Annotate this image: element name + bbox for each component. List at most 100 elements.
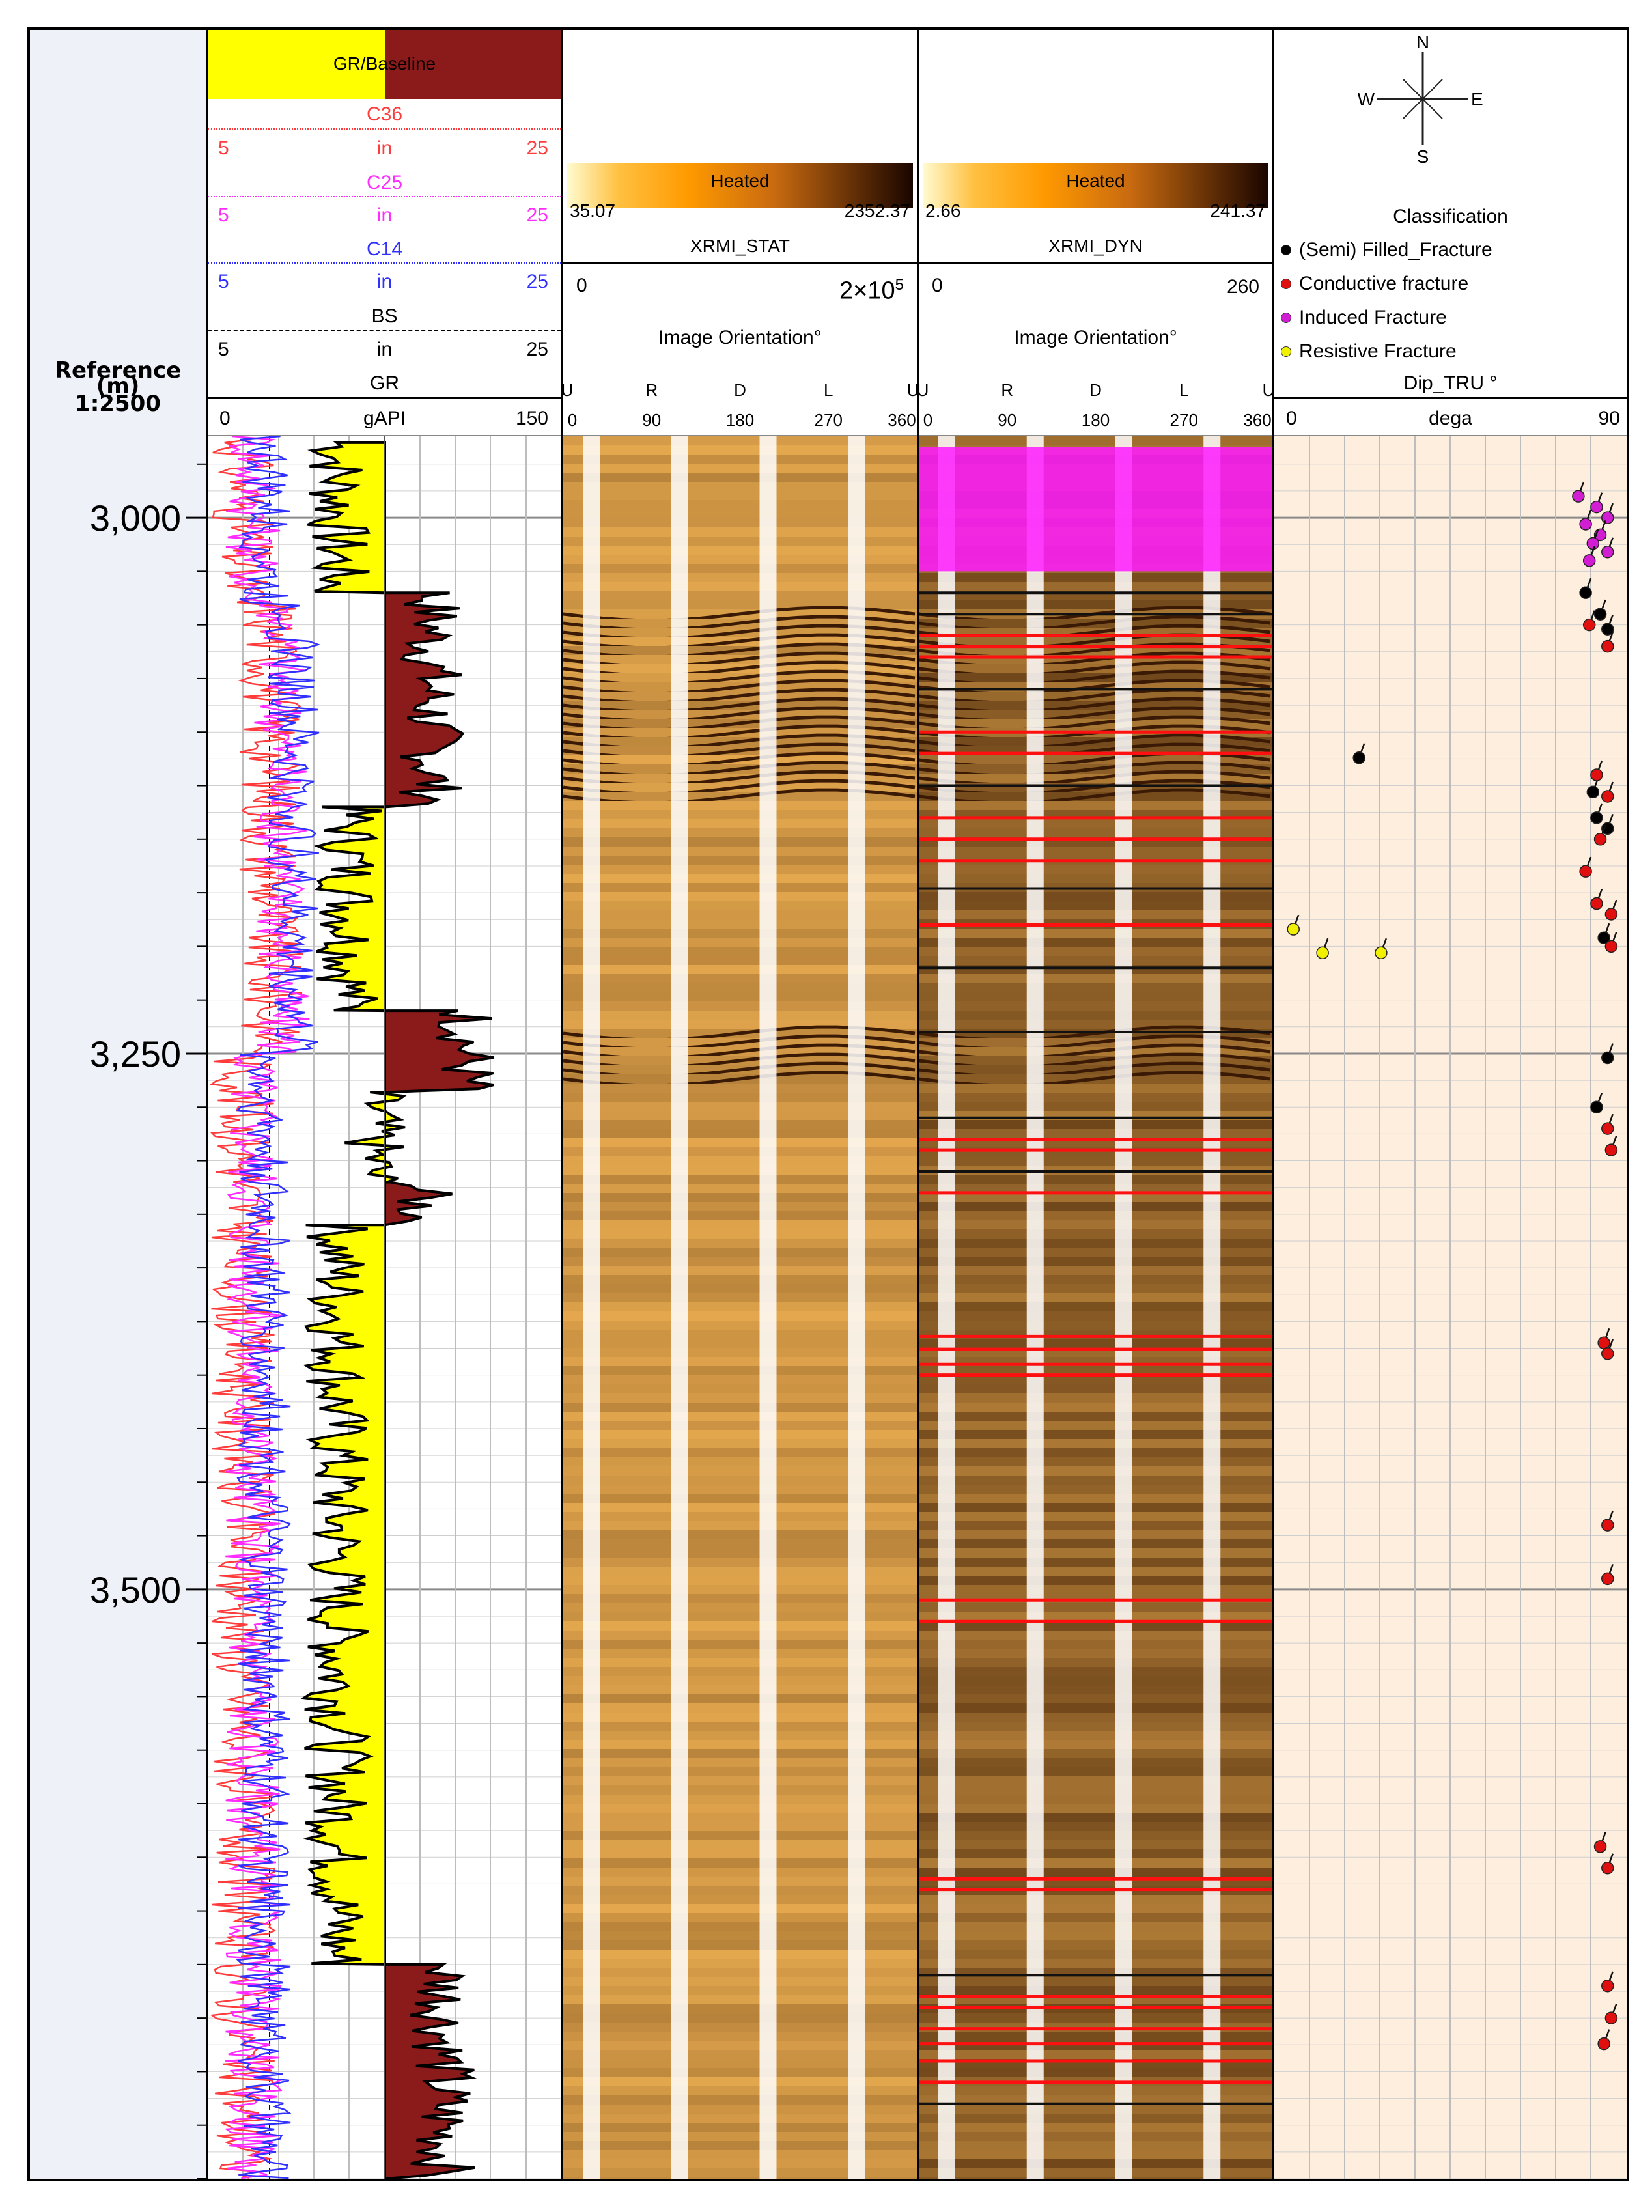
legend-filled-fracture-icon [1281, 245, 1291, 255]
image-band [563, 1284, 917, 1294]
image-band [919, 1512, 1272, 1522]
image-band [563, 1494, 917, 1504]
image-band [563, 2159, 917, 2169]
image-band [919, 1950, 1272, 1959]
image-band [919, 2123, 1272, 2133]
image-band [919, 874, 1272, 884]
image-band [919, 1120, 1272, 1130]
induced-tadpole [1601, 545, 1614, 559]
dyn-palette-label: Heated [1066, 171, 1125, 191]
conductive-tadpole [1579, 865, 1592, 878]
stat-range-max-base: 2×10 [839, 277, 895, 305]
image-band [919, 1530, 1272, 1540]
image-band [563, 1585, 917, 1595]
image-band [919, 1248, 1272, 1257]
image-band [563, 1685, 917, 1695]
image-band [563, 1822, 917, 1832]
dyn-image-plot [919, 436, 1272, 2179]
image-band [919, 573, 1272, 583]
image-band [563, 1968, 917, 1978]
image-band [919, 1649, 1272, 1659]
image-band [563, 1293, 917, 1303]
image-band [563, 1102, 917, 1112]
image-band [919, 1795, 1272, 1804]
curve-bs-name: BS [371, 305, 398, 327]
conductive-tadpole [1597, 1336, 1610, 1350]
image-band [563, 1594, 917, 1604]
curve-c14-unit: in [376, 271, 393, 292]
reference-scale: 1:2500 [75, 391, 161, 417]
image-band [919, 1284, 1272, 1294]
image-band [563, 1576, 917, 1586]
image-band [919, 1922, 1272, 1932]
image-band [563, 1448, 917, 1458]
image-band [919, 1220, 1272, 1230]
image-band [919, 2032, 1272, 2041]
image-band [919, 582, 1272, 592]
image-band [563, 1366, 917, 1376]
conductive-tadpole [1597, 2037, 1610, 2051]
conductive-tadpole [1593, 1840, 1607, 1853]
orient-degree: 0 [923, 410, 932, 430]
curve-bs-unit: in [376, 339, 393, 360]
conductive-tadpole [1601, 790, 1614, 803]
orient-letter: R [1001, 380, 1013, 400]
image-band [919, 1940, 1272, 1950]
image-band [919, 2159, 1272, 2169]
stat-name-line [563, 262, 917, 264]
stat-orientation-label: Image Orientation° [658, 327, 822, 348]
image-band [563, 582, 917, 592]
filled-tadpole [1601, 623, 1614, 636]
image-band [919, 1558, 1272, 1567]
image-band [563, 847, 917, 856]
image-band [563, 1138, 917, 1148]
image-band [563, 1667, 917, 1677]
image-band [919, 1986, 1272, 1996]
image-band [563, 482, 917, 492]
image-band [563, 2032, 917, 2041]
curve-c25-unit: in [376, 204, 393, 226]
image-band [919, 2177, 1272, 2179]
image-band [563, 509, 917, 519]
image-band [563, 1858, 917, 1868]
image-band [563, 464, 917, 473]
image-band [563, 819, 917, 829]
image-band [563, 1275, 917, 1285]
image-band [563, 1849, 917, 1859]
image-band [563, 518, 917, 528]
image-band [919, 1749, 1272, 1759]
image-band [563, 2086, 917, 2096]
image-band [919, 1895, 1272, 1905]
image-band [563, 546, 917, 555]
image-band [563, 892, 917, 902]
image-band [563, 1476, 917, 1485]
image-band [919, 1931, 1272, 1941]
image-band [919, 1521, 1272, 1531]
image-band [919, 901, 1272, 911]
image-band [919, 1722, 1272, 1731]
image-band [563, 564, 917, 574]
conductive-tadpole [1601, 1347, 1614, 1360]
curve-gr-max: 150 [515, 408, 548, 429]
image-band [563, 1530, 917, 1540]
image-band [919, 1439, 1272, 1449]
legend-conductive-fracture-icon [1281, 279, 1291, 289]
curve-c36-unit: in [376, 137, 393, 159]
orient-degree: 270 [1170, 410, 1198, 430]
conductive-tadpole [1593, 833, 1607, 846]
image-band [919, 819, 1272, 829]
image-band [919, 1913, 1272, 1923]
image-band [563, 1384, 917, 1394]
image-band [919, 865, 1272, 875]
image-band [563, 983, 917, 993]
curve-gr-name: GR [370, 372, 399, 394]
image-band [919, 436, 1272, 446]
dip-tadpole-plot [1274, 436, 1627, 2179]
dyn-range-min: 0 [932, 275, 943, 296]
image-band [563, 500, 917, 510]
image-band [919, 1740, 1272, 1750]
gr-segment [307, 441, 386, 595]
image-band [919, 1804, 1272, 1813]
image-band [919, 1239, 1272, 1248]
reference-unit: (m) [96, 373, 140, 399]
